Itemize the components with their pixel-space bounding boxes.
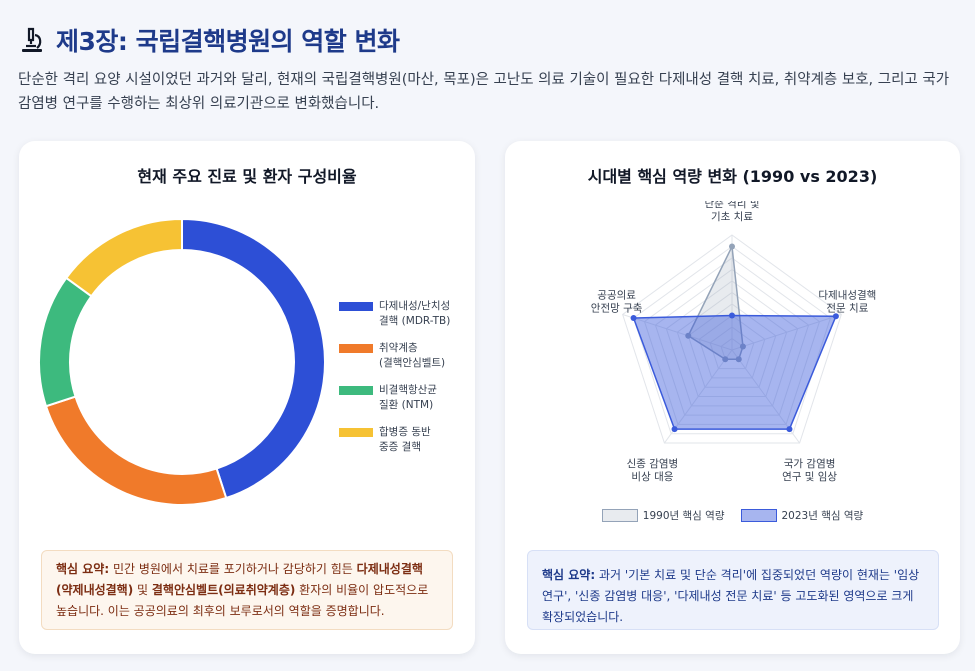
summary-lead: 핵심 요약:	[56, 562, 110, 576]
radar-grid-ring	[632, 245, 832, 435]
radar-axis-label: 국가 감염병 연구 및 임상	[782, 458, 837, 483]
legend-item[interactable]: 비결핵항산균 질환 (NTM)	[339, 383, 469, 413]
capability-card: 시대별 핵심 역량 변화 (1990 vs 2023) 단순 격리 및 기초 치료…	[505, 141, 960, 654]
radar-point[interactable]	[739, 343, 746, 350]
radar-axis-line	[731, 313, 842, 351]
radar-point[interactable]	[630, 315, 637, 322]
summary-lead: 핵심 요약:	[542, 568, 596, 582]
radar-axis-label: 다제내성결핵 전문 치료	[818, 289, 876, 314]
radar-grid-ring	[665, 280, 799, 407]
radar-series-area[interactable]	[632, 314, 838, 430]
radar-point[interactable]	[671, 426, 678, 433]
radar-point[interactable]	[832, 313, 839, 320]
summary-text: 민간 병원에서 치료를 포기하거나 감당하기 힘든	[109, 562, 357, 576]
donut-slice[interactable]	[64, 219, 183, 298]
radar-point[interactable]	[685, 332, 692, 339]
radar-point[interactable]	[729, 312, 735, 319]
legend-item[interactable]: 다제내성/난치성 결핵 (MDR-TB)	[339, 299, 469, 329]
donut-legend: 다제내성/난치성 결핵 (MDR-TB) 취약계층 (결핵안심벨트) 비결핵항산균 …	[339, 299, 469, 467]
capability-summary: 핵심 요약: 과거 '기본 치료 및 단순 격리'에 집중되었던 역량이 현재는…	[527, 550, 939, 630]
legend-swatch	[339, 344, 373, 353]
page-title: 제3장: 국립결핵병원의 역할 변화	[56, 27, 400, 56]
summary-highlight: 결핵안심벨트(의료취약계층)	[151, 583, 296, 597]
legend-label: 비결핵항산균 질환 (NTM)	[379, 384, 437, 411]
radar-axis-label: 신종 감염병 비상 대응	[627, 458, 679, 483]
donut-chart-title: 현재 주요 진료 및 환자 구성비율	[137, 167, 357, 186]
header: 제3장: 국립결핵병원의 역할 변화 단순한 격리 요양 시설이었던 과거와 달…	[18, 22, 963, 116]
radar-point[interactable]	[786, 426, 793, 433]
radar-axis-line	[622, 313, 733, 351]
donut-slice[interactable]	[39, 276, 93, 408]
legend-label: 2023년 핵심 역량	[781, 510, 864, 522]
legend-item[interactable]: 2023년 핵심 역량	[740, 508, 864, 523]
radar-axis-label: 단순 격리 및 기초 치료	[705, 201, 760, 223]
title-row: 제3장: 국립결핵병원의 역할 변화	[18, 22, 963, 58]
donut-slice[interactable]	[44, 395, 228, 506]
composition-card: 현재 주요 진료 및 환자 구성비율 다제내성/난치성 결핵 (MDR-TB) 취…	[19, 141, 475, 654]
radar-grid-ring	[687, 303, 777, 388]
legend-swatch	[601, 509, 638, 522]
legend-label: 다제내성/난치성 결핵 (MDR-TB)	[379, 300, 451, 327]
summary-text: 환자의 비율이 압도적으로 높습니다. 이는 공공의료의 최후의 보루로서의 역…	[56, 583, 429, 618]
summary-highlight: 다제내성결핵(약제내성결핵)	[56, 562, 423, 597]
radar-axis-label: 공공의료 안전망 구축	[591, 289, 643, 314]
donut-slice[interactable]	[181, 219, 326, 500]
legend-item[interactable]: 취약계층 (결핵안심벨트)	[339, 341, 469, 371]
intro-text: 단순한 격리 요양 시설이었던 과거와 달리, 현재의 국립결핵병원(마산, 목…	[18, 72, 950, 112]
radar-legend: 1990년 핵심 역량 2023년 핵심 역량	[505, 508, 960, 523]
radar-chart-title: 시대별 핵심 역량 변화 (1990 vs 2023)	[587, 167, 878, 186]
legend-item[interactable]: 합병증 동반 중증 결핵	[339, 425, 469, 455]
microscope-icon	[22, 27, 42, 52]
legend-swatch	[740, 509, 777, 522]
legend-label: 1990년 핵심 역량	[642, 510, 725, 522]
radar-series-area[interactable]	[687, 243, 744, 361]
legend-label: 취약계층 (결핵안심벨트)	[379, 342, 446, 369]
legend-label: 합병증 동반 중증 결핵	[379, 426, 431, 453]
legend-swatch	[339, 302, 373, 311]
radar-grid-ring	[622, 234, 842, 444]
legend-swatch	[339, 386, 373, 395]
radar-grid-ring	[709, 326, 755, 370]
legend-swatch	[339, 428, 373, 437]
radar-point[interactable]	[722, 356, 729, 363]
radar-grid-ring	[643, 257, 821, 425]
radar-grid-ring	[698, 314, 766, 379]
composition-summary: 핵심 요약: 민간 병원에서 치료를 포기하거나 감당하기 힘든 다제내성결핵(…	[41, 550, 453, 630]
legend-item[interactable]: 1990년 핵심 역량	[601, 508, 725, 523]
donut-chart	[39, 219, 326, 506]
radar-point[interactable]	[729, 243, 735, 250]
summary-text: 과거 '기본 치료 및 단순 격리'에 집중되었던 역량이 현재는 '임상 연구…	[542, 568, 920, 624]
summary-text: 및	[133, 583, 152, 597]
radar-grid-ring	[676, 291, 788, 398]
radar-point[interactable]	[735, 356, 742, 363]
